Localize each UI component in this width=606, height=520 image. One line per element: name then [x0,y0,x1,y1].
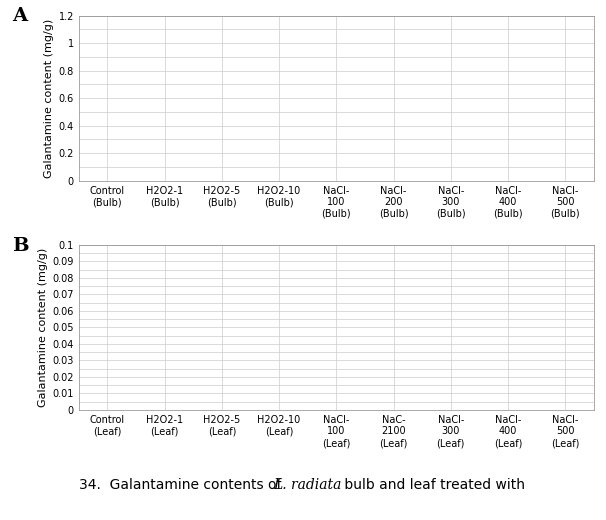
Text: 34.  Galantamine contents of: 34. Galantamine contents of [79,478,285,492]
Text: A: A [12,7,27,25]
Y-axis label: Galantamine content (mg/g): Galantamine content (mg/g) [38,248,48,407]
Text: bulb and leaf treated with: bulb and leaf treated with [340,478,525,492]
Text: L. radiata: L. radiata [273,478,341,492]
Text: B: B [12,237,28,255]
Y-axis label: Galantamine content (mg/g): Galantamine content (mg/g) [44,19,55,178]
